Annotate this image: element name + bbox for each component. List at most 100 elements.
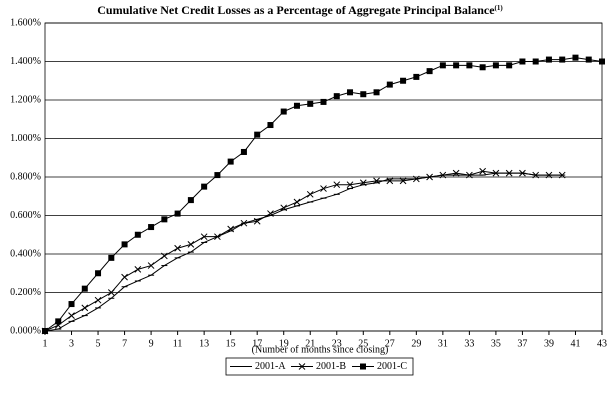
legend-label: 2001-C [377,361,407,372]
x-tick-label: 27 [385,338,395,349]
series-line [44,172,563,332]
point [55,318,62,325]
point [240,148,247,155]
x-tick-label: 15 [226,338,236,349]
series-line [44,57,603,332]
point [254,131,261,138]
y-tick-label: 0.600% [10,210,41,221]
x-tick-label: 33 [464,338,474,349]
y-tick-label: 0.000% [10,325,41,336]
point [134,231,141,238]
plot-frame [44,22,603,332]
point [68,301,75,308]
point [505,169,513,177]
point [148,224,155,231]
x-tick-label: 1 [43,338,48,349]
point [412,175,420,183]
x-tick-label: 31 [438,338,448,349]
legend: 2001-A 2001-B 2001-C [225,357,414,376]
point [174,210,181,217]
point [134,266,142,273]
point [333,93,340,100]
point [333,181,341,189]
point [94,296,102,304]
point [107,289,115,296]
point [227,158,234,165]
point [479,167,486,175]
x-tick-label: 17 [252,338,262,349]
y-tick-label: 0.800% [10,171,41,182]
point [439,62,446,69]
point [293,102,300,109]
x-tick-label: 35 [491,338,501,349]
point [174,244,181,252]
x-tick-label: 23 [332,338,342,349]
point [492,62,499,69]
series [42,172,566,332]
title-note: (1) [495,4,504,12]
x-tick-label: 29 [411,338,421,349]
y-tick-label: 0.200% [10,287,41,298]
point [399,177,407,185]
point [373,89,380,96]
point [227,225,235,233]
point [187,241,195,248]
x-axis-label: (Number of months since closing) [252,344,389,355]
point [187,197,194,204]
point [68,312,75,319]
point [200,233,208,241]
legend-box [225,357,414,376]
point [439,171,447,179]
point [293,198,301,206]
series [42,54,605,334]
point [201,183,208,190]
point [545,171,553,179]
point [320,98,327,105]
x-tick-label: 25 [358,338,368,349]
x-tick-label: 7 [122,338,127,349]
point [121,241,128,248]
x-tick-label: 13 [199,338,209,349]
point [280,204,288,212]
point [267,122,274,129]
point [532,58,539,65]
legend-marker [298,363,306,370]
point [347,89,354,96]
point [453,62,460,69]
point [95,270,102,277]
point [386,177,394,185]
point [320,185,327,192]
point [280,108,287,115]
legend-marker [360,363,366,370]
point [42,328,48,334]
point [519,58,526,65]
point [558,171,566,179]
point [492,169,500,177]
point [559,56,566,63]
point [373,177,380,185]
point [532,171,540,179]
legend-label: 2001-A [255,361,286,372]
point [400,77,407,84]
x-tick-label: 11 [173,338,183,349]
point [466,62,473,69]
point [479,64,486,71]
series-line [44,170,563,332]
point [214,172,221,179]
point [585,56,592,63]
point [214,233,221,241]
point [426,173,433,181]
point [519,169,526,177]
series [41,167,566,335]
point [599,58,605,65]
chart-title: Cumulative Net Credit Losses as a Percen… [97,3,503,17]
point [81,304,89,312]
point [147,262,155,269]
x-tick-label: 37 [517,338,527,349]
point [413,73,420,80]
point [161,216,168,223]
point [466,171,473,179]
x-tick-label: 9 [149,338,154,349]
